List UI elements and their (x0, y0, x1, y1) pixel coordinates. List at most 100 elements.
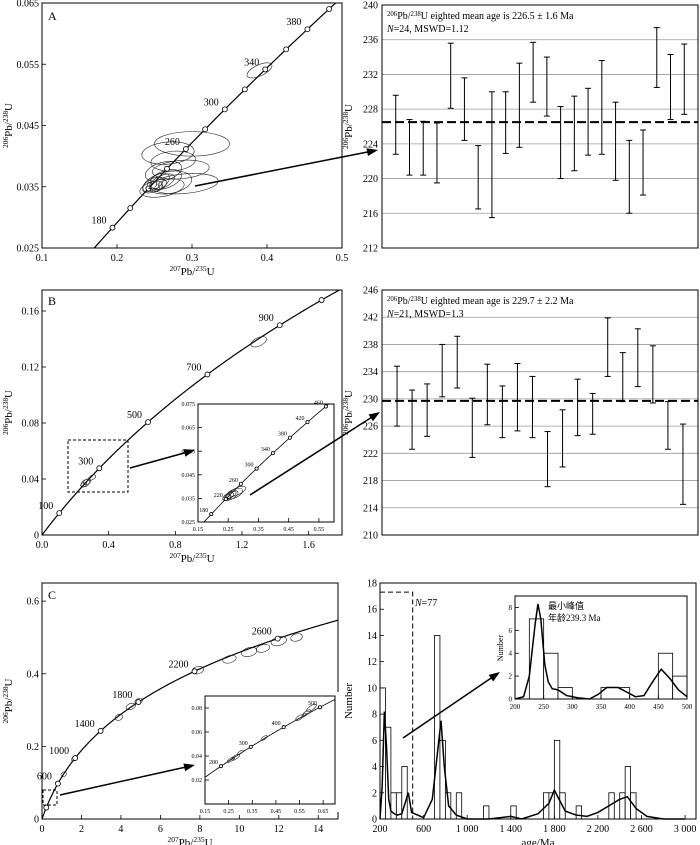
c-concordia-ellipse-8 (255, 644, 271, 653)
c-concordia-age-marker-1800 (135, 699, 142, 705)
a-concordia-xlabel-part: Pb/ (181, 266, 197, 278)
b-inset-age-label-380: 380 (278, 432, 287, 438)
a-concordia-ellipse-7 (150, 150, 196, 172)
c-hist-inset-ytick-label: 4 (509, 650, 513, 658)
a-concordia-ylabel: 206Pb/238U (1, 103, 16, 148)
a-concordia-age-marker-320 (241, 86, 248, 93)
b-weighted-ytick-label: 214 (363, 503, 378, 514)
a-concordia-concordia-curve (93, 3, 337, 248)
b-inset-age-label-180: 180 (199, 508, 208, 514)
b-concordia-age-label-100: 100 (38, 501, 53, 512)
b-weighted-ylabel: 206Pb/238U (341, 390, 356, 435)
c-hist-bar-18 (624, 766, 632, 820)
a-concordia-age-marker-220 (145, 185, 152, 192)
a-concordia-age-label-340: 340 (244, 57, 259, 68)
a-weighted-ytick-label: 224 (363, 139, 378, 150)
b-inset-ytick-label: 0.025 (182, 520, 196, 526)
c-inset-ytick-label: 0.02 (192, 778, 203, 784)
c-hist-bar-15 (575, 805, 582, 820)
c-inset-ytick-label: 0.06 (192, 730, 203, 736)
panel-b-inset: 180 220 260 300 340 380 420 460 0.15 0.25 0.35 0.45… (175, 400, 340, 533)
c-zoom-box (42, 789, 58, 806)
a-concordia-ylabel-part: U (3, 103, 15, 111)
b-concordia-age-marker-300 (96, 465, 103, 472)
b-zoom-box (67, 439, 129, 493)
c-concordia-xlabel-part: 235 (193, 835, 204, 844)
c-hist-xlabel: age/Ma (522, 837, 555, 845)
b-inset-xtick-label: 0.45 (283, 527, 294, 533)
c-concordia-ellipse-10 (290, 633, 303, 642)
c-hist-xtick-label: 2 200 (587, 824, 610, 835)
a-concordia-age-marker-340 (262, 66, 269, 73)
panel-c-inset: 200 300 400 500 0.15 0.25 0.35 0.45 0.55 0.65 0.02… (185, 692, 340, 815)
panel-label-a: A (48, 9, 57, 23)
b-weighted-subtitle: N=21, MSWD=1.3 (386, 309, 464, 320)
c-hist-xtick-label: 1 000 (456, 824, 479, 835)
c-hist-kde-curve (379, 711, 686, 820)
c-concordia-age-label-1000: 1000 (49, 746, 69, 757)
a-weighted-ytick-label: 216 (363, 209, 378, 220)
c-concordia-age-marker-1000 (72, 755, 79, 761)
c-hist-ytick-label: 18 (367, 579, 377, 590)
c-arrow-shaft (59, 766, 188, 796)
a-weighted-ylabel-part: 206 (341, 138, 350, 149)
c-concordia-ellipse-2 (114, 713, 124, 721)
b-arrow-weighted-head (368, 412, 380, 422)
a-weighted-title-part: Pb/ (397, 11, 411, 22)
a-concordia-ylabel-part: Pb/ (3, 121, 15, 137)
c-hist-inset-xtick-label: 350 (596, 703, 607, 711)
b-weighted-ylabel-part: 238 (341, 398, 350, 409)
b-inset-ytick-label: 0.045 (182, 473, 196, 479)
a-concordia-ellipse-9 (154, 131, 230, 157)
c-arrow-head (183, 763, 195, 772)
a-concordia-age-marker-280 (202, 126, 209, 133)
c-concordia-age-marker-1400 (97, 728, 104, 734)
c-inset-age-label-500: 500 (308, 701, 317, 707)
c-hist-inset-ytick-label: 0 (509, 695, 513, 703)
a-concordia-xlabel-part: 235 (195, 264, 206, 273)
c-concordia-age-label-1400: 1400 (75, 719, 95, 730)
c-inset-plot-area (205, 698, 335, 778)
a-concordia-ytick-label: 0.055 (17, 60, 40, 71)
panel-c-histogram: 200 600 1 000 1 400 1 800 2 200 2 600 3 000 0 2 4 6… (343, 579, 697, 845)
c-inset-age-label-300: 300 (239, 741, 248, 747)
b-weighted-title-part: U eighted mean age is 229.7 ± 2.2 Ma (421, 296, 574, 307)
b-concordia-ytick-label: 0.12 (22, 363, 40, 374)
a-concordia-age-marker-260 (182, 146, 189, 152)
a-weighted-ylabel-part: 238 (341, 112, 350, 123)
c-inset-xtick-label: 0.15 (200, 809, 211, 815)
b-concordia-xlabel-part: 235 (195, 551, 206, 560)
c-concordia-age-marker-600 (54, 780, 61, 787)
c-hist-xtick-label: 600 (416, 824, 431, 835)
b-concordia-concordia-curve (42, 290, 341, 535)
c-hist-inset-xtick-label: 450 (653, 703, 664, 711)
a-concordia-ellipse-6 (144, 161, 183, 182)
c-concordia-age-label-1800: 1800 (112, 690, 132, 701)
a-weighted-ytick-label: 228 (363, 105, 378, 116)
panel-label-c: C (48, 588, 56, 602)
b-inset-ellipse-2 (222, 493, 232, 501)
b-weighted-ytick-label: 210 (363, 531, 378, 542)
b-inset-age-marker-340 (270, 451, 275, 456)
c-hist-inset-bar-4 (657, 652, 674, 700)
b-weighted-ytick-label: 234 (363, 367, 378, 378)
a-concordia-age-marker-380 (304, 26, 311, 33)
c-hist-ytick-label: 6 (372, 736, 377, 747)
c-hist-inset-bar-2 (557, 687, 573, 700)
c-hist-inset-note-2: 年龄239.3 Ma (548, 612, 601, 623)
panel-c-hist-inset: 200 250 300 350 400 450 500 0 2 4 6 8 Number 最小峰值年龄23… (495, 592, 693, 714)
c-inset-ellipse-5 (302, 709, 311, 717)
b-weighted-ylabel-part: Pb/ (343, 408, 355, 424)
c-hist-inset-xtick-label: 400 (624, 703, 635, 711)
c-hist-inset-note-1: 最小峰值 (548, 600, 584, 611)
a-concordia-ytick-label: 0.065 (17, 0, 40, 10)
b-weighted-ytick-label: 238 (363, 340, 378, 351)
b-concordia-xtick-label: 0.0 (36, 540, 49, 551)
a-weighted-subtitle: N=24, MSWD=1.12 (386, 24, 469, 35)
c-concordia-xtick-label: 6 (158, 824, 163, 835)
b-concordia-ellipse-4 (250, 336, 267, 348)
b-concordia-ylabel-part: 206 (1, 424, 10, 435)
a-weighted-frame (381, 4, 699, 249)
